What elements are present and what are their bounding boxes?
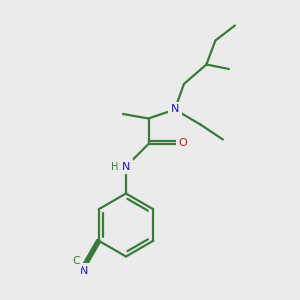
Text: N: N (171, 104, 179, 115)
Text: H: H (111, 161, 118, 172)
Text: N: N (122, 161, 130, 172)
Text: N: N (80, 266, 88, 276)
Text: O: O (178, 137, 188, 148)
Text: C: C (72, 256, 80, 266)
